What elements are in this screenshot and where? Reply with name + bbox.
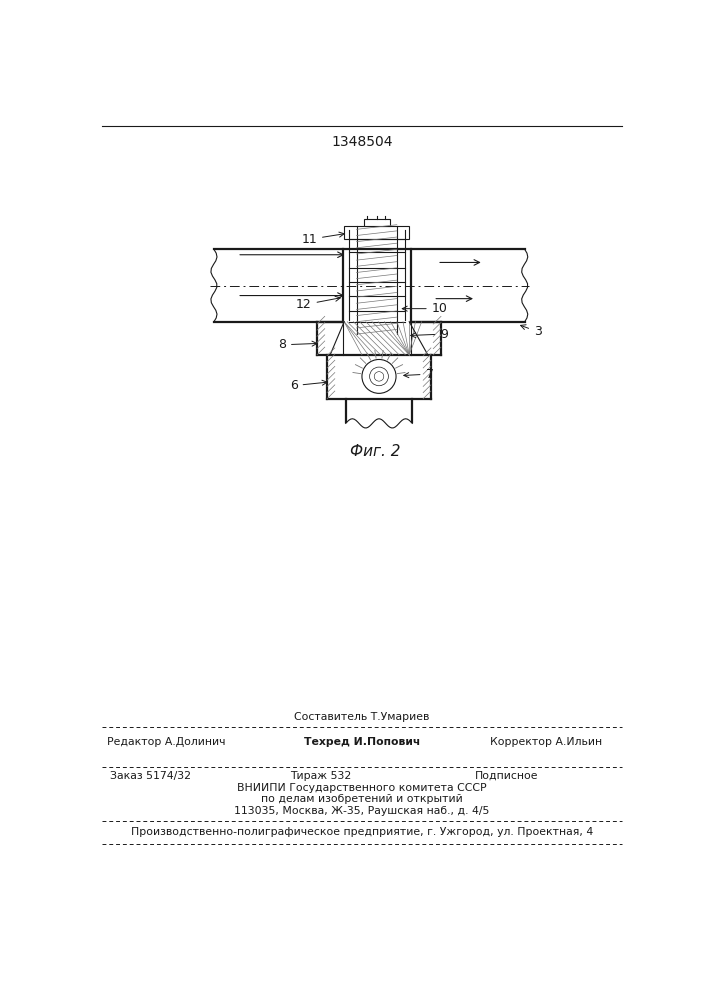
Text: Тираж 532: Тираж 532 xyxy=(291,771,351,781)
Text: Техред И.Попович: Техред И.Попович xyxy=(304,737,420,747)
Text: ВНИИПИ Государственного комитета СССР: ВНИИПИ Государственного комитета СССР xyxy=(237,783,486,793)
Text: 12: 12 xyxy=(296,296,340,311)
Text: 10: 10 xyxy=(402,302,448,315)
Text: 3: 3 xyxy=(520,325,542,338)
Text: 113035, Москва, Ж-35, Раушская наб., д. 4/5: 113035, Москва, Ж-35, Раушская наб., д. … xyxy=(234,806,490,816)
Text: Составитель Т.Умариев: Составитель Т.Умариев xyxy=(294,712,430,722)
Text: 11: 11 xyxy=(301,232,344,246)
Text: 6: 6 xyxy=(290,379,327,392)
Text: Подписное: Подписное xyxy=(475,771,539,781)
Bar xyxy=(363,219,390,226)
Bar xyxy=(344,226,409,239)
Text: по делам изобретений и открытий: по делам изобретений и открытий xyxy=(261,794,463,804)
Text: 9: 9 xyxy=(411,328,448,341)
Text: Заказ 5174/32: Заказ 5174/32 xyxy=(110,771,191,781)
Text: Редактор А.Долинич: Редактор А.Долинич xyxy=(107,737,225,747)
Text: Производственно-полиграфическое предприятие, г. Ужгород, ул. Проектная, 4: Производственно-полиграфическое предприя… xyxy=(131,827,593,837)
Text: Корректор А.Ильин: Корректор А.Ильин xyxy=(489,737,602,747)
Text: 7: 7 xyxy=(404,368,433,381)
Text: 8: 8 xyxy=(278,338,317,351)
Text: 1348504: 1348504 xyxy=(331,135,392,149)
Text: Фиг. 2: Фиг. 2 xyxy=(350,444,400,459)
